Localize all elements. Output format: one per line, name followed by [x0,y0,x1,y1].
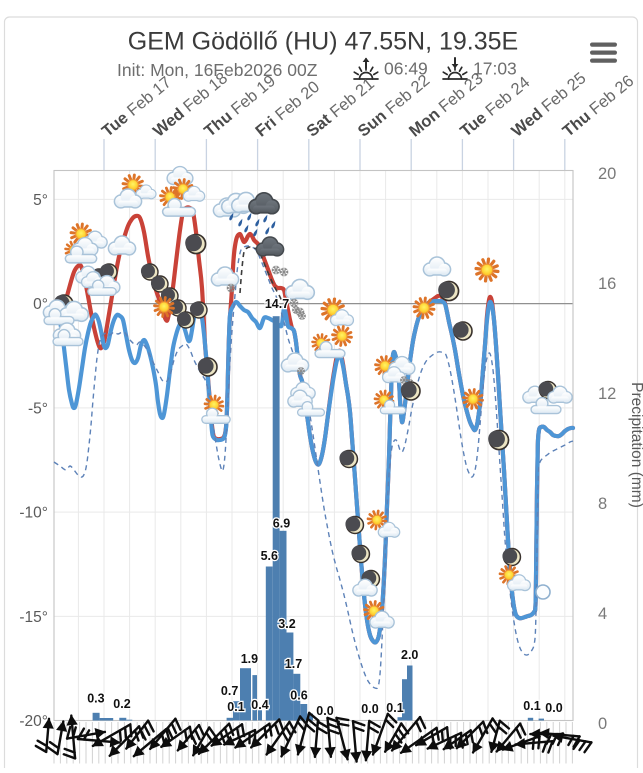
svg-text:-10°: -10° [19,505,48,522]
svg-text:0: 0 [598,715,607,733]
svg-text:0.2: 0.2 [113,697,130,711]
svg-text:5.6: 5.6 [261,549,278,563]
svg-text:0.0: 0.0 [316,704,333,718]
svg-text:1.7: 1.7 [285,657,302,671]
svg-text:8: 8 [598,495,607,513]
svg-text:3.2: 3.2 [278,617,295,631]
svg-text:14.7: 14.7 [265,297,289,311]
svg-text:16: 16 [598,275,616,293]
svg-text:-5°: -5° [28,400,48,417]
svg-text:0.7: 0.7 [221,684,238,698]
svg-text:20: 20 [598,165,616,183]
svg-text:0.1: 0.1 [227,700,244,714]
svg-text:0.3: 0.3 [87,692,104,706]
svg-text:0.0: 0.0 [361,702,378,716]
svg-text:-15°: -15° [19,609,48,626]
svg-text:0.1: 0.1 [386,701,403,715]
svg-text:0.4: 0.4 [251,698,268,712]
svg-text:Precipitation (mm): Precipitation (mm) [628,382,643,508]
svg-text:4: 4 [598,605,607,623]
svg-text:2.0: 2.0 [401,648,418,662]
svg-text:0.6: 0.6 [290,689,307,703]
svg-text:1.9: 1.9 [241,652,258,666]
svg-text:6.9: 6.9 [273,517,290,531]
svg-text:5°: 5° [33,192,48,209]
svg-text:12: 12 [598,385,616,403]
svg-text:0.0: 0.0 [545,701,562,715]
svg-text:GEM Gödöllő (HU) 47.55N, 19.35: GEM Gödöllő (HU) 47.55N, 19.35E [128,28,518,56]
svg-text:0.1: 0.1 [523,699,540,713]
